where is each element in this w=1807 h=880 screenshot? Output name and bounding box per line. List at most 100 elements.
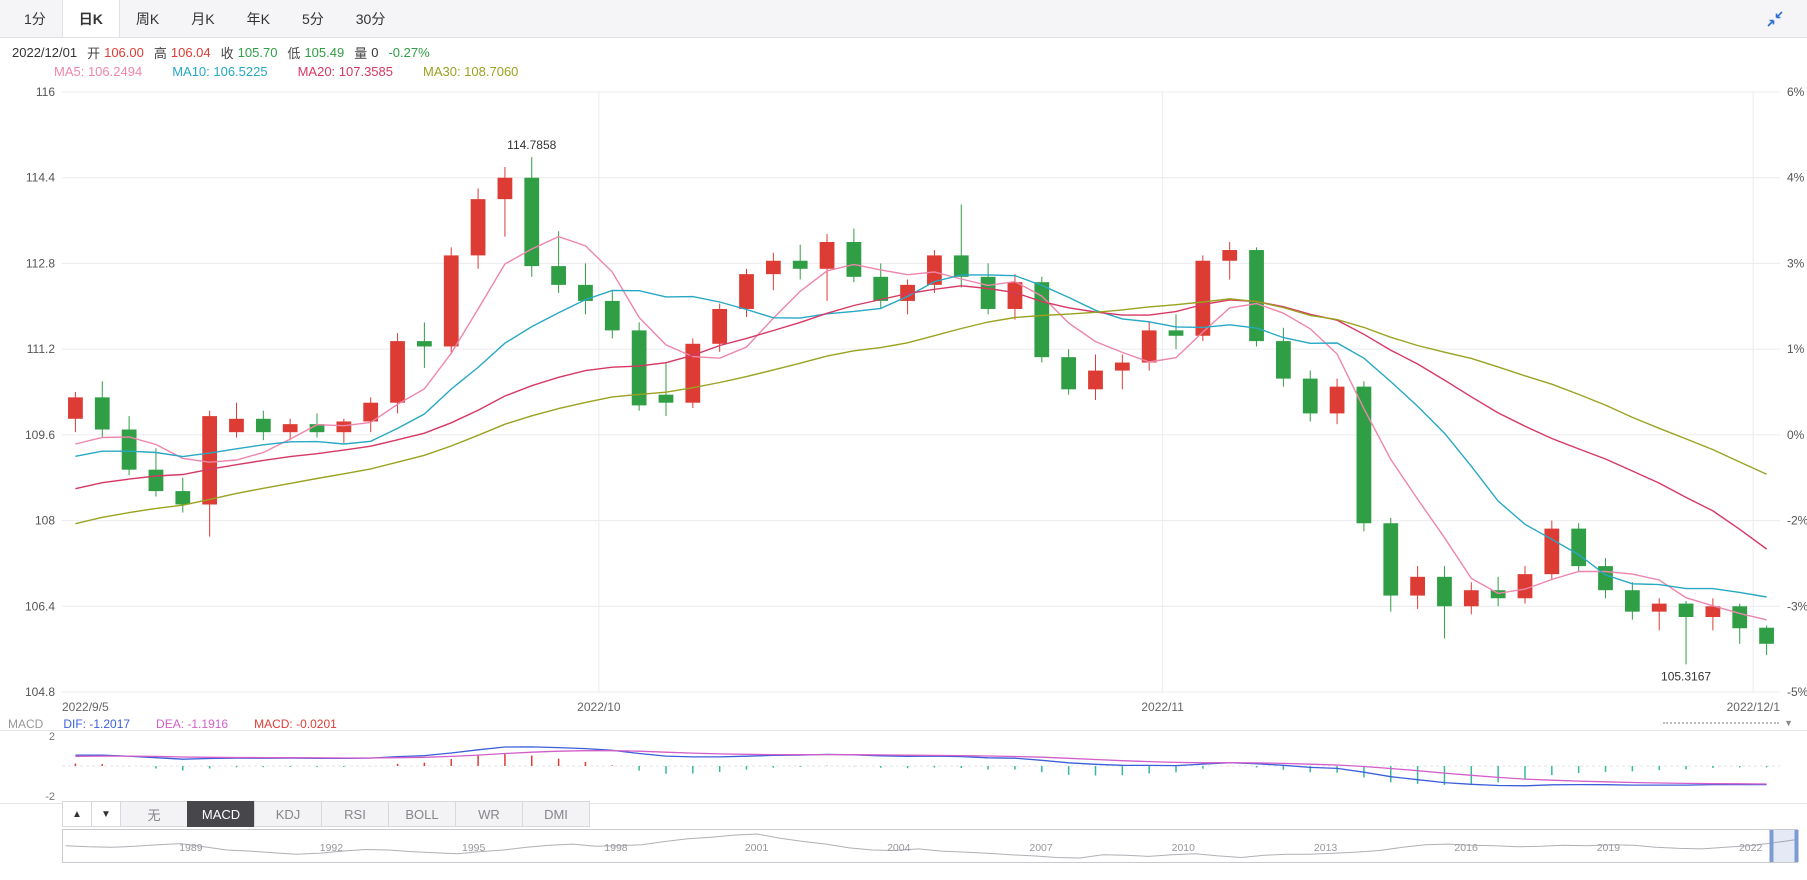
period-tab-5[interactable]: 年K <box>246 10 270 27</box>
quote-field-label: 低 <box>287 46 301 61</box>
svg-text:1998: 1998 <box>604 842 628 854</box>
svg-text:116: 116 <box>36 85 55 99</box>
navigator-right-handle[interactable] <box>1794 830 1799 862</box>
svg-text:2010: 2010 <box>1172 842 1196 854</box>
navigator-selection-window[interactable] <box>1771 830 1798 862</box>
quote-field-value: 105.70 <box>237 45 278 60</box>
ma-value-2: MA10: 106.5225 <box>172 64 268 79</box>
indicator-tab-KDJ[interactable]: KDJ <box>254 801 322 827</box>
panel-collapse-handle[interactable]: ▼ <box>1663 718 1793 728</box>
svg-text:-5%: -5% <box>1787 685 1807 699</box>
indicator-tabbar: ▲ ▼ 无 MACD KDJ RSI BOLL WR DMI <box>62 801 590 827</box>
panel-shrink-button[interactable]: ▼ <box>91 801 121 827</box>
indicator-tab-RSI[interactable]: RSI <box>321 801 389 827</box>
quote-bar: 2022/12/01 开 106.00 高 106.04 收 105.70 低 105.49 量… <box>12 44 430 61</box>
svg-text:2022: 2022 <box>1739 842 1763 854</box>
svg-text:109.6: 109.6 <box>25 428 55 442</box>
quote-field-value: 106.04 <box>170 45 211 60</box>
quote-field-value: 0 <box>371 45 379 60</box>
ma30-line <box>75 298 1767 525</box>
svg-text:2016: 2016 <box>1454 842 1478 854</box>
macd-title: MACD <box>8 717 44 731</box>
ma-value-4: MA30: 108.7060 <box>423 64 519 79</box>
svg-text:114.7858: 114.7858 <box>507 138 556 152</box>
svg-text:104.8: 104.8 <box>25 685 55 699</box>
navigator-history-line <box>65 833 1795 859</box>
collapse-arrow-icon: ▼ <box>1784 718 1793 728</box>
svg-text:2004: 2004 <box>887 842 911 854</box>
quote-field-value: 106.00 <box>104 45 144 60</box>
svg-text:2022/11: 2022/11 <box>1141 700 1184 714</box>
svg-text:2022/9/5: 2022/9/5 <box>62 700 109 714</box>
svg-text:-2: -2 <box>45 791 55 803</box>
svg-text:2013: 2013 <box>1314 842 1338 854</box>
svg-text:2001: 2001 <box>745 842 769 854</box>
ma-lines <box>75 235 1768 621</box>
macd-panel-chart[interactable]: 2 -2 <box>0 730 1807 804</box>
svg-text:0%: 0% <box>1787 428 1805 442</box>
ma20-line <box>75 285 1768 550</box>
macd-hist-value: MACD: -0.0201 <box>254 717 337 731</box>
svg-text:2022/10: 2022/10 <box>577 700 621 714</box>
collapse-fullscreen-icon[interactable] <box>1765 9 1785 29</box>
indicator-tab-DMI[interactable]: DMI <box>522 801 590 827</box>
macd-dea-value: DEA: -1.1916 <box>156 717 229 731</box>
svg-text:112.8: 112.8 <box>26 256 55 270</box>
price-annotations: 114.7858 105.3167 <box>507 138 1711 683</box>
panel-expand-button[interactable]: ▲ <box>62 801 92 827</box>
macd-dif-value: DIF: -1.2017 <box>63 717 131 731</box>
indicator-tab-MACD[interactable]: MACD <box>187 801 255 827</box>
quote-change-percent: -0.27% <box>388 45 430 60</box>
svg-text:2022/12/1: 2022/12/1 <box>1727 700 1781 714</box>
timeline-navigator[interactable]: 1989 1992 1995 1998 2001 2004 2007 2010 2013 2016… <box>0 829 1807 865</box>
svg-text:1989: 1989 <box>179 842 203 854</box>
quote-field-value: 105.49 <box>304 45 345 60</box>
svg-text:106.4: 106.4 <box>25 599 55 613</box>
indicator-tab-无[interactable]: 无 <box>120 801 188 827</box>
svg-text:3%: 3% <box>1787 256 1805 270</box>
svg-text:111.2: 111.2 <box>27 342 56 356</box>
period-tabbar: 1分 日K 周K 月K 年K 5分 30分 <box>0 0 1807 38</box>
svg-text:6%: 6% <box>1787 85 1805 99</box>
svg-text:108: 108 <box>35 514 55 528</box>
main-candlestick-chart[interactable]: 116 6% 114.4 4% 112.8 3% 111.2 1% 109.6 0% 108 -2% 1… <box>0 80 1807 725</box>
svg-text:1992: 1992 <box>320 842 344 854</box>
period-tab-4[interactable]: 月K <box>191 10 215 27</box>
ma-indicator-bar: MA5: 106.2494 MA10: 106.5225 MA20: 107.358… <box>54 64 518 81</box>
period-tab-3[interactable]: 周K <box>135 10 160 27</box>
axis-labels: 116 6% 114.4 4% 112.8 3% 111.2 1% 109.6 0% 108 -2% 1… <box>25 85 1807 714</box>
ma-value-3: MA20: 107.3585 <box>297 64 393 79</box>
svg-text:1%: 1% <box>1787 342 1805 356</box>
indicator-tab-BOLL[interactable]: BOLL <box>388 801 456 827</box>
macd-histogram <box>74 752 1768 785</box>
svg-text:114.4: 114.4 <box>26 171 55 185</box>
period-tab-1[interactable]: 1分 <box>24 10 46 27</box>
svg-text:1995: 1995 <box>462 842 486 854</box>
svg-text:105.3167: 105.3167 <box>1661 669 1711 683</box>
quote-field-label: 开 <box>87 46 101 61</box>
quote-date: 2022/12/01 <box>12 45 78 60</box>
navigator-left-handle[interactable] <box>1769 830 1774 862</box>
dotted-drag-line <box>1663 722 1780 724</box>
quote-fields: 开 106.00 高 106.04 收 105.70 低 105.49 量 0 <box>77 43 378 62</box>
quote-field-label: 收 <box>220 46 234 61</box>
ma5-line <box>75 235 1767 621</box>
quote-field-label: 量 <box>354 46 368 61</box>
quote-field-label: 高 <box>153 46 167 61</box>
svg-text:-3%: -3% <box>1787 599 1807 613</box>
period-tab-6[interactable]: 5分 <box>301 10 324 27</box>
macd-header: MACD DIF: -1.2017 DEA: -1.1916 MACD: -0.… <box>8 717 363 731</box>
svg-text:2: 2 <box>49 731 55 743</box>
candlestick-series <box>68 157 1774 665</box>
svg-text:2019: 2019 <box>1597 842 1621 854</box>
grid-lines <box>62 91 1780 693</box>
svg-text:2007: 2007 <box>1029 842 1053 854</box>
indicator-tab-WR[interactable]: WR <box>455 801 523 827</box>
svg-text:4%: 4% <box>1787 171 1805 185</box>
dea-line <box>75 749 1767 785</box>
ma10-line <box>75 274 1767 598</box>
period-tab-2[interactable]: 日K <box>61 0 120 37</box>
period-tab-7[interactable]: 30分 <box>355 10 386 27</box>
svg-text:-2%: -2% <box>1787 514 1807 528</box>
